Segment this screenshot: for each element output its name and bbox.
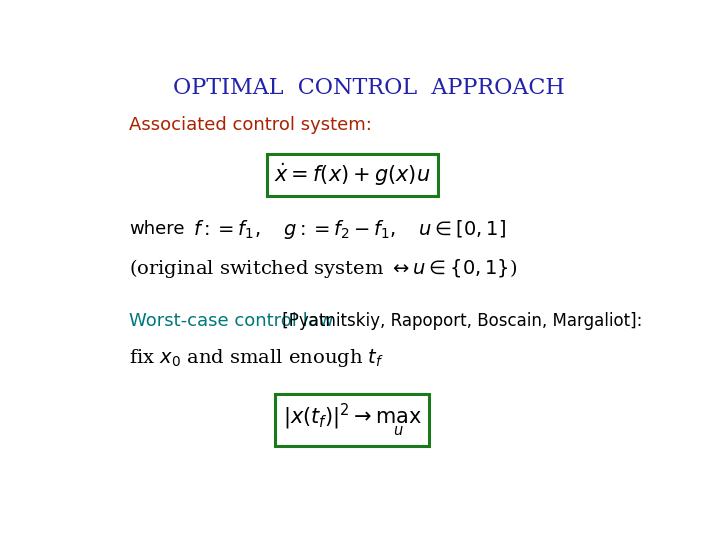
Text: (original switched system $\leftrightarrow u \in \{0,1\}$): (original switched system $\leftrightarr…	[129, 257, 518, 280]
Text: [Pyatnitskiy, Rapoport, Boscain, Margaliot]:: [Pyatnitskiy, Rapoport, Boscain, Margali…	[277, 312, 642, 329]
Text: where: where	[129, 220, 184, 238]
Text: $f := f_1, \quad g := f_2 - f_1, \quad u \in [0,1]$: $f := f_1, \quad g := f_2 - f_1, \quad u…	[193, 218, 506, 240]
Text: $|x(t_f)|^2 \to \underset{u}{\max}$: $|x(t_f)|^2 \to \underset{u}{\max}$	[283, 402, 422, 439]
Text: Worst-case control law: Worst-case control law	[129, 312, 333, 329]
Text: $\dot{x} = f(x) + g(x)u$: $\dot{x} = f(x) + g(x)u$	[274, 161, 431, 188]
Text: Associated control system:: Associated control system:	[129, 116, 372, 134]
Text: fix $x_0$ and small enough $t_f$: fix $x_0$ and small enough $t_f$	[129, 347, 384, 369]
Text: OPTIMAL  CONTROL  APPROACH: OPTIMAL CONTROL APPROACH	[173, 77, 565, 99]
